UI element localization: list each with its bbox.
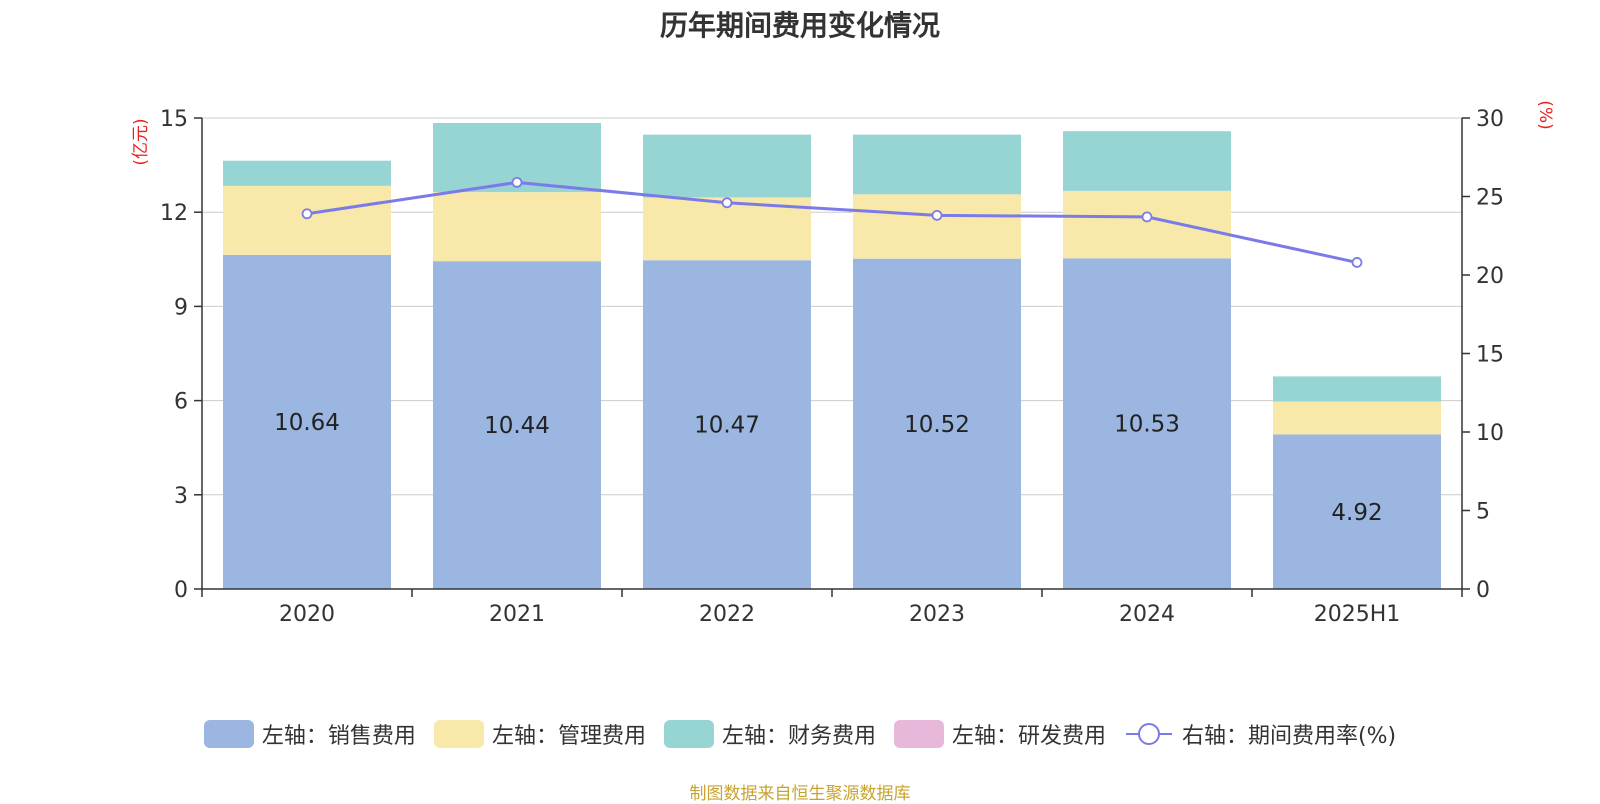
x-axis-category-label: 2024 [1119,602,1175,627]
right-axis-tick-label: 5 [1476,500,1490,525]
bar-2023-series-2 [853,134,1021,195]
x-axis-category-label: 2020 [279,602,335,627]
bar-2024-series-0 [1063,258,1231,589]
expense-rate-point-2023 [931,209,943,221]
right-axis-tick-label: 10 [1476,421,1504,446]
legend-item-expense-rate[interactable]: 右轴：期间费用率(%) [1124,718,1396,750]
right-axis-tick-label: 25 [1476,186,1504,211]
x-axis-category-label: 2021 [489,602,545,627]
expense-rate-point-2021 [511,176,523,188]
legend-swatch-admin [433,720,484,748]
left-axis-tick-label: 9 [174,295,188,320]
bar-2023-series-1 [853,194,1021,259]
bar-data-label: 10.47 [694,413,760,439]
expense-rate-point-2022 [721,197,733,209]
x-axis-category-label: 2023 [909,602,965,627]
expense-rate-point-2025H1 [1351,257,1363,268]
expense-rate-line [306,180,1358,264]
left-axis-tick-label: 6 [174,390,188,415]
right-axis-tick-label: 0 [1476,578,1490,603]
bar-2023-series-0 [853,258,1021,589]
left-axis-tick-label: 3 [174,484,188,509]
bar-data-label: 10.64 [274,410,340,436]
legend-item-admin[interactable]: 左轴：管理费用 [433,718,646,750]
x-axis-category-label: 2025H1 [1314,602,1401,627]
bar-2020-series-1 [223,185,391,255]
legend-item-finance[interactable]: 左轴：财务费用 [663,718,876,750]
legend-label-finance: 左轴：财务费用 [721,724,876,749]
legend-label-expense-rate: 右轴：期间费用率(%) [1181,724,1397,749]
right-axis-unit-label: (%) [1535,100,1555,129]
legend-swatch-sales [203,720,254,748]
right-axis-tick-label: 20 [1476,264,1504,289]
bar-2025H1-series-1 [1273,401,1441,435]
bar-2021-series-1 [433,192,601,262]
left-axis-unit-label: (亿元) [131,118,151,165]
expense-rate-point-2024 [1141,211,1153,223]
legend-label-rnd: 左轴：研发费用 [951,724,1106,749]
chart-title: 历年期间费用变化情况 [659,9,940,42]
legend-swatch-rnd [893,720,944,748]
bar-2025H1-series-2 [1273,376,1441,402]
right-axis-tick-label: 15 [1476,343,1504,368]
bar-2024-series-1 [1063,190,1231,259]
bar-data-label: 10.44 [484,413,550,439]
left-axis-tick-label: 12 [160,201,188,226]
bar-2025H1-series-0 [1273,434,1441,589]
bar-2020-series-2 [223,160,391,186]
legend-swatch-finance [663,720,714,748]
right-axis-tick-label: 30 [1476,107,1504,132]
legend-item-sales[interactable]: 左轴：销售费用 [203,718,416,750]
legend-label-admin: 左轴：管理费用 [491,724,646,749]
chart-canvas: 10.64 10.44 10.47 10.52 10.53 4.92 0 3 6 9 12 15 0 5 1… [131,100,1555,627]
data-source-note: 制图数据来自恒生聚源数据库 [689,784,911,804]
expense-rate-point-2020 [301,208,313,220]
bar-data-label: 10.52 [904,412,970,438]
legend-line-marker-icon [1125,723,1172,745]
bar-2022-series-0 [643,260,811,589]
bar-2024-series-2 [1063,131,1231,191]
legend-item-rnd[interactable]: 左轴：研发费用 [893,718,1106,750]
bar-2020-series-0 [223,254,391,590]
bar-2022-series-2 [643,134,811,198]
bar-2021-series-0 [433,261,601,589]
x-axis-category-label: 2022 [699,602,755,627]
legend: 左轴：销售费用 左轴：管理费用 左轴：财务费用 左轴：研发费用 右轴：期间费用率… [0,718,1600,750]
left-axis-tick-label: 15 [160,107,188,132]
legend-label-sales: 左轴：销售费用 [261,724,416,749]
bar-data-label: 10.53 [1114,412,1180,438]
bar-data-label: 4.92 [1331,500,1382,526]
left-axis-tick-label: 0 [174,578,188,603]
